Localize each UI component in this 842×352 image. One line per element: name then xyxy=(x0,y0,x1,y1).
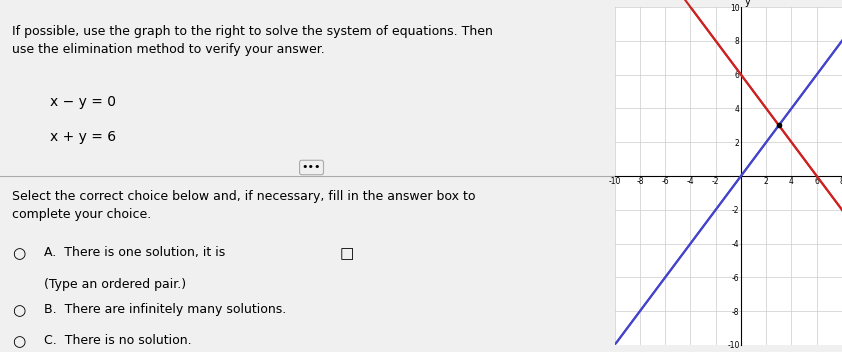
Text: y: y xyxy=(745,0,750,7)
Text: •••: ••• xyxy=(301,163,322,172)
Text: If possible, use the graph to the right to solve the system of equations. Then
u: If possible, use the graph to the right … xyxy=(13,25,493,56)
Text: (Type an ordered pair.): (Type an ordered pair.) xyxy=(44,278,186,291)
Text: ○: ○ xyxy=(13,303,26,318)
Text: A.  There is one solution, it is: A. There is one solution, it is xyxy=(44,246,225,259)
Text: C.  There is no solution.: C. There is no solution. xyxy=(44,334,191,347)
Text: ○: ○ xyxy=(13,334,26,350)
Text: x + y = 6: x + y = 6 xyxy=(50,130,116,144)
Text: □: □ xyxy=(339,246,354,262)
Text: Select the correct choice below and, if necessary, fill in the answer box to
com: Select the correct choice below and, if … xyxy=(13,190,476,221)
Text: ○: ○ xyxy=(13,246,26,262)
Text: B.  There are infinitely many solutions.: B. There are infinitely many solutions. xyxy=(44,303,286,316)
Text: x − y = 0: x − y = 0 xyxy=(50,95,116,109)
